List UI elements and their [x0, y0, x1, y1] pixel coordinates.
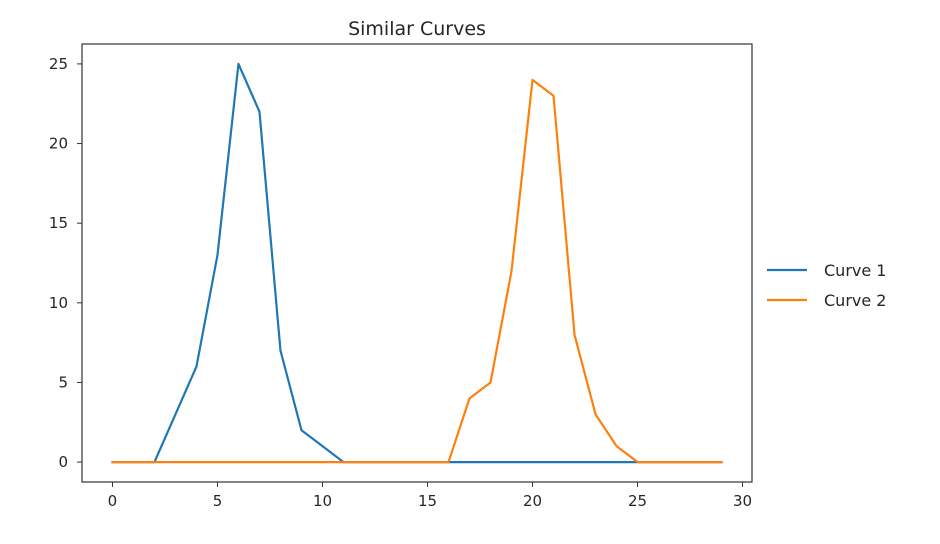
x-tick-label: 10: [313, 492, 332, 510]
x-tick-label: 15: [418, 492, 437, 510]
y-tick-label: 25: [49, 55, 68, 73]
series-line-curve-2: [111, 78, 723, 464]
chart-title: Similar Curves: [348, 18, 486, 40]
x-tick-label: 0: [108, 492, 118, 510]
legend: Curve 1 Curve 2: [767, 261, 886, 310]
x-tick-label: 25: [628, 492, 647, 510]
x-tick-label: 30: [733, 492, 752, 510]
x-tick-label: 5: [213, 492, 223, 510]
y-axis: 0 5 10 15 20 25: [49, 55, 82, 471]
y-tick-label: 10: [49, 294, 68, 312]
y-tick-label: 0: [58, 453, 68, 471]
y-tick-label: 15: [49, 214, 68, 232]
axes-frame: [81, 43, 753, 483]
x-tick-label: 20: [523, 492, 542, 510]
series-line-curve-1: [111, 62, 723, 464]
y-tick-label: 20: [49, 135, 68, 153]
legend-label: Curve 2: [824, 291, 886, 310]
series-layer: [111, 62, 723, 464]
plot-area-border: [81, 43, 753, 483]
x-axis: 0 5 10 15 20 25 30: [108, 482, 752, 510]
y-tick-label: 5: [58, 373, 68, 391]
legend-label: Curve 1: [824, 261, 886, 280]
